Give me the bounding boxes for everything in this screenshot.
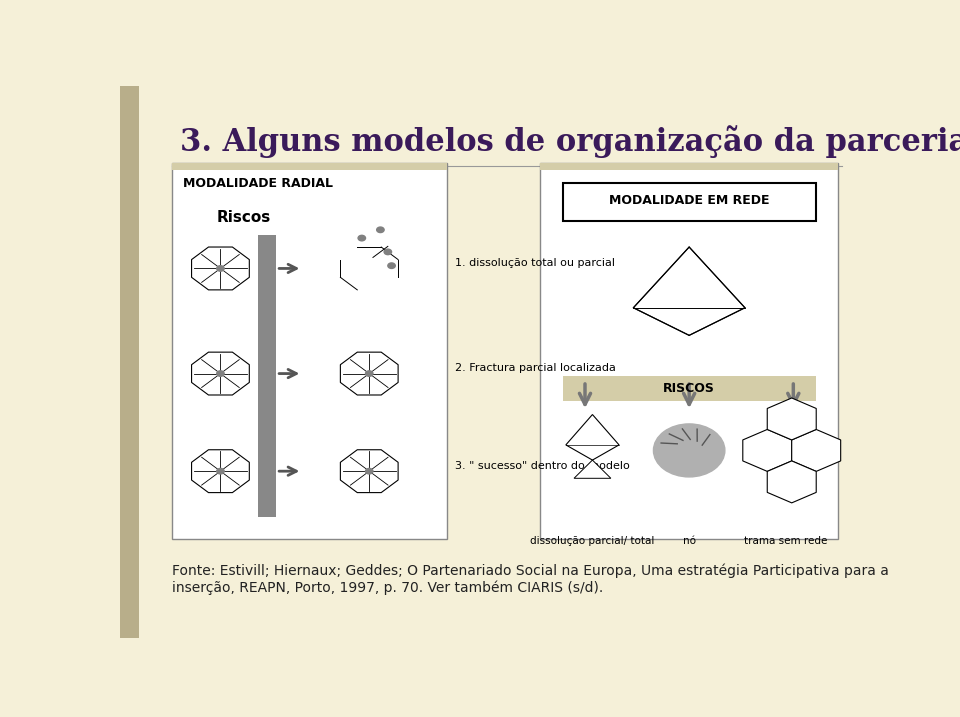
Polygon shape [792, 429, 841, 471]
Polygon shape [743, 429, 792, 471]
Circle shape [384, 249, 392, 255]
Bar [540, 163, 838, 538]
Bar [563, 183, 816, 222]
Text: dissolução parcial/ total: dissolução parcial/ total [530, 536, 655, 546]
Text: Fonte: Estivill; Hiernaux; Geddes; O Partenariado Social na Europa, Uma estratég: Fonte: Estivill; Hiernaux; Geddes; O Par… [172, 564, 889, 595]
Polygon shape [341, 450, 398, 493]
Circle shape [366, 371, 372, 376]
Circle shape [388, 263, 396, 268]
Circle shape [358, 235, 366, 241]
Circle shape [217, 468, 224, 474]
Polygon shape [767, 398, 816, 440]
Text: nó: nó [683, 536, 696, 546]
Text: Riscos: Riscos [217, 210, 271, 225]
Bar [257, 235, 276, 517]
Bar [540, 163, 838, 170]
Text: RISCOS: RISCOS [663, 382, 715, 395]
Circle shape [376, 227, 384, 232]
Circle shape [217, 371, 224, 376]
Text: MODALIDADE RADIAL: MODALIDADE RADIAL [183, 177, 333, 190]
Text: MODALIDADE EM REDE: MODALIDADE EM REDE [609, 194, 769, 207]
Polygon shape [574, 460, 611, 478]
Polygon shape [192, 450, 250, 493]
Polygon shape [192, 352, 250, 395]
Polygon shape [767, 461, 816, 503]
Bar [172, 163, 447, 538]
Polygon shape [634, 247, 745, 336]
Circle shape [654, 424, 725, 477]
Circle shape [217, 266, 224, 271]
Text: 3. " sucesso" dentro do modelo: 3. " sucesso" dentro do modelo [455, 460, 630, 470]
Text: 2. Fractura parcial localizada: 2. Fractura parcial localizada [455, 363, 615, 373]
Text: trama sem rede: trama sem rede [744, 536, 828, 546]
Polygon shape [565, 414, 619, 460]
Bar [172, 163, 447, 170]
Text: 3. Alguns modelos de organização da parceria: 3. Alguns modelos de organização da parc… [180, 125, 960, 158]
Polygon shape [192, 247, 250, 290]
Text: 1. dissolução total ou parcial: 1. dissolução total ou parcial [455, 258, 614, 268]
Bar [120, 86, 138, 638]
Bar [563, 376, 816, 401]
Polygon shape [341, 352, 398, 395]
Circle shape [366, 468, 372, 474]
